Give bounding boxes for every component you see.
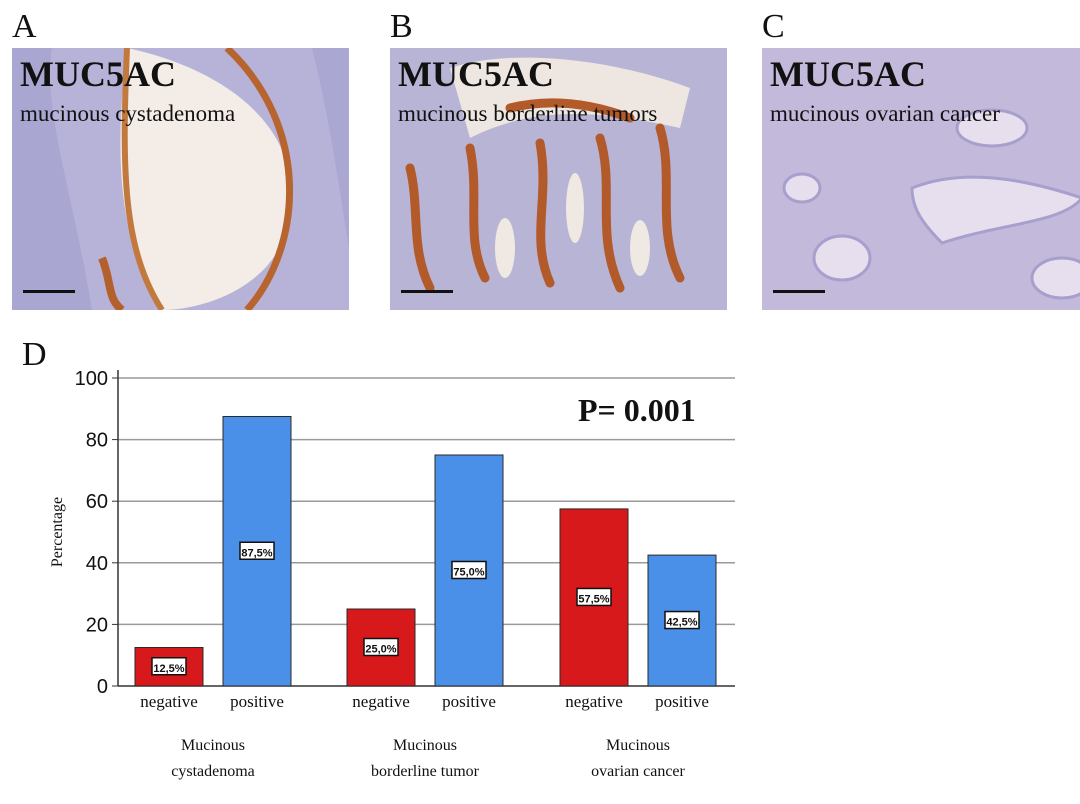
y-tick-label: 100 (75, 368, 108, 390)
scale-bar-c (773, 290, 825, 293)
group-label: cystadenoma (171, 763, 255, 780)
data-label: 57,5% (578, 593, 609, 605)
micrograph-b: MUC5AC mucinous borderline tumors (390, 48, 727, 310)
micrograph-a: MUC5AC mucinous cystadenoma (12, 48, 349, 310)
y-axis-label: Percentage (49, 497, 66, 567)
y-tick-label: 20 (86, 614, 108, 636)
category-label: positive (442, 692, 496, 711)
data-label-box (363, 637, 399, 657)
data-label: 42,5% (666, 617, 697, 629)
panel-letter-a: A (12, 8, 37, 45)
tissue-image-c (762, 48, 1080, 310)
group-label: Mucinous (393, 737, 457, 754)
data-label: 25,0% (365, 644, 396, 656)
data-label-box (151, 657, 187, 676)
group-label: borderline tumor (371, 763, 480, 780)
panel-letter-b: B (390, 8, 413, 45)
diagnosis-label-b: mucinous borderline tumors (398, 101, 658, 126)
data-label: 12,5% (153, 663, 184, 675)
marker-label-b: MUC5AC (398, 54, 554, 94)
scale-bar-a (23, 290, 75, 293)
category-label: negative (565, 692, 623, 711)
category-label: positive (230, 692, 284, 711)
marker-label-c: MUC5AC (770, 54, 926, 94)
marker-label-a: MUC5AC (20, 54, 176, 94)
data-label-box (664, 610, 700, 630)
group-label: Mucinous (181, 737, 245, 754)
data-label-box (239, 541, 275, 560)
tissue-image-b (390, 48, 727, 310)
scale-bar-b (401, 290, 453, 293)
group-label: Mucinous (606, 737, 670, 754)
y-tick-label: 80 (86, 430, 108, 452)
y-tick-label: 60 (86, 491, 108, 513)
panel-letter-c: C (762, 8, 785, 45)
group-label: ovarian cancer (591, 763, 685, 780)
data-label-box (451, 560, 487, 580)
data-label-box (576, 587, 612, 607)
data-label: 75,0% (453, 567, 484, 579)
category-label: negative (140, 692, 198, 711)
y-tick-label: 40 (86, 553, 108, 575)
p-value-annotation: P= 0.001 (578, 392, 696, 428)
tissue-image-a (12, 48, 349, 310)
diagnosis-label-c: mucinous ovarian cancer (770, 101, 1000, 126)
y-tick-label: 0 (97, 676, 108, 698)
panel-letter-d: D (22, 336, 47, 373)
micrograph-c: MUC5AC mucinous ovarian cancer (762, 48, 1080, 310)
bar-negative (346, 608, 416, 687)
data-label: 87,5% (241, 547, 272, 559)
bar-chart: 0 20 40 60 80 100 Percentage 12,5% negative 87,5%… (49, 368, 735, 780)
category-label: negative (352, 692, 410, 711)
diagnosis-label-a: mucinous cystadenoma (20, 101, 236, 126)
category-label: positive (655, 692, 709, 711)
